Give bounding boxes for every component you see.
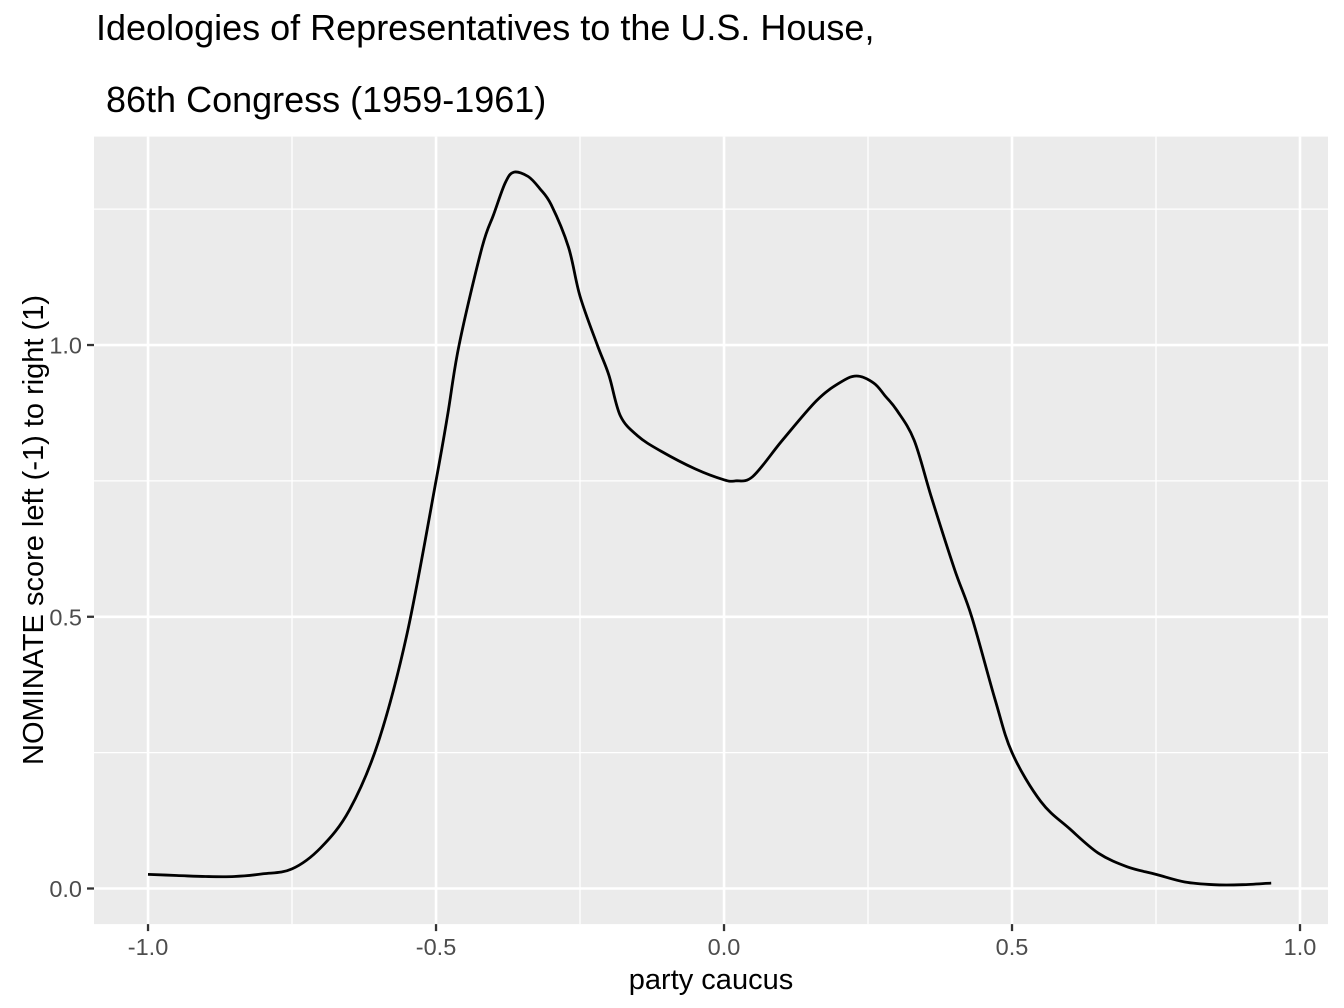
- x-axis-tick-labels: -1.0 -0.5 0.0 0.5 1.0: [128, 934, 1317, 960]
- x-axis-title: party caucus: [629, 964, 793, 996]
- y-axis-tick-labels: 0.0 0.5 1.0: [49, 333, 82, 902]
- plot-title-line2: 86th Congress (1959-1961): [106, 79, 546, 120]
- y-tick-label: 0.0: [49, 876, 82, 902]
- major-gridlines: [94, 136, 1328, 925]
- y-axis-ticks: [87, 343, 94, 890]
- x-tick-label: -0.5: [416, 934, 457, 960]
- y-axis-title: NOMINATE score left (-1) to right (1): [18, 295, 50, 765]
- density-curve: [147, 170, 1272, 887]
- y-tick-label: 0.5: [49, 604, 82, 630]
- x-axis-ticks: [146, 924, 1302, 932]
- plot-panel: [94, 136, 1328, 925]
- x-tick-label: 1.0: [1284, 934, 1317, 960]
- y-tick-label: 1.0: [49, 333, 82, 359]
- x-tick-label: 0.0: [708, 934, 741, 960]
- x-tick-label: -1.0: [128, 934, 169, 960]
- minor-gridlines: [94, 136, 1328, 925]
- plot-title-line1: Ideologies of Representatives to the U.S…: [96, 7, 874, 48]
- x-tick-label: 0.5: [996, 934, 1029, 960]
